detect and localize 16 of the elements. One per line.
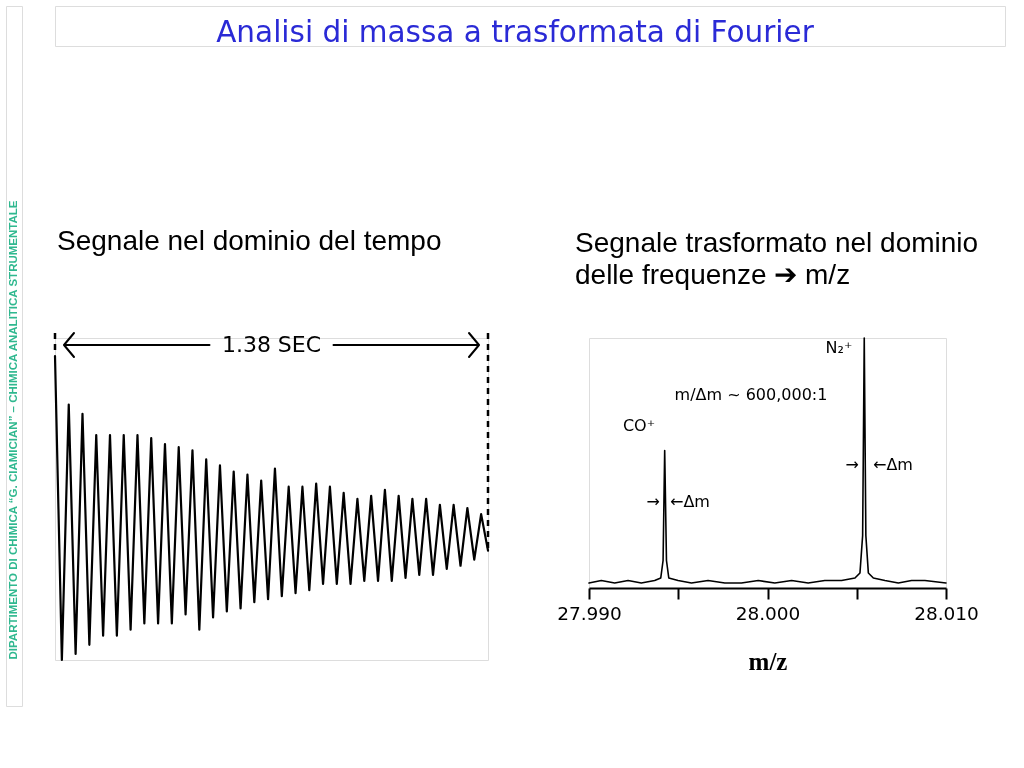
annotation: CO⁺ bbox=[622, 416, 656, 435]
x-tick-label: 27.990 bbox=[557, 602, 622, 624]
text: DIPARTIMENTO DI CHIMICA “G. CIAMICIAN” – CHIMICA ANALITICA STRUMENTALE bbox=[7, 200, 19, 660]
annotation: 1.38 SEC bbox=[221, 332, 322, 357]
annotation: ←Δm bbox=[670, 492, 710, 511]
chart-title: Segnale nel dominio del tempo bbox=[57, 224, 442, 256]
annotation: → bbox=[646, 492, 660, 511]
annotation: N₂⁺ bbox=[825, 338, 853, 357]
annotation: m/Δm ~ 600,000:1 bbox=[674, 385, 828, 404]
x-tick-label: 28.010 bbox=[914, 602, 979, 624]
annotation: ←Δm bbox=[873, 455, 913, 474]
text: Analisi di massa a trasformata di Fourier bbox=[216, 15, 815, 49]
chart-title: Segnale trasformato nel dominio delle frequenze ➔ m/z bbox=[575, 227, 979, 291]
annotation: → bbox=[845, 455, 859, 474]
x-axis-title: m/z bbox=[748, 648, 788, 675]
x-tick-label: 28.000 bbox=[735, 602, 801, 624]
